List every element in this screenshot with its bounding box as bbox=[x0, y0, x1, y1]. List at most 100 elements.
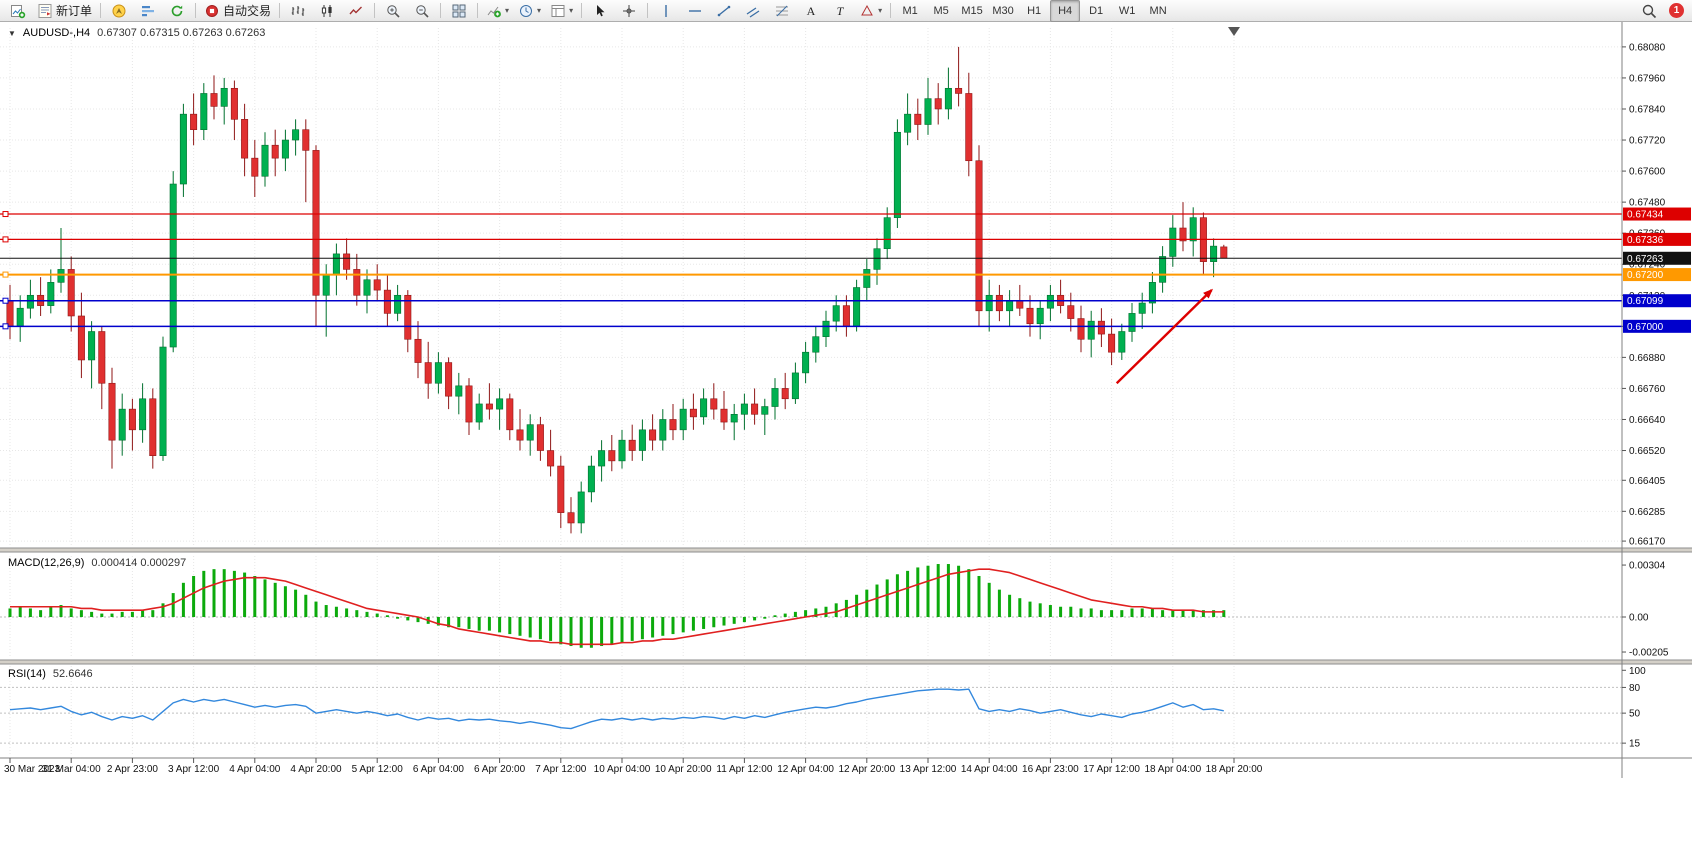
candlestick-chart-icon bbox=[321, 4, 332, 17]
shapes-button[interactable]: ▾ bbox=[855, 0, 886, 22]
label-icon: T bbox=[837, 4, 845, 18]
line-chart-button[interactable] bbox=[342, 0, 370, 22]
auto-trading-icon bbox=[206, 4, 219, 17]
timeframe-button-mn[interactable]: MN bbox=[1149, 4, 1167, 17]
svg-text:31 Mar 04:00: 31 Mar 04:00 bbox=[42, 764, 101, 775]
channel-button[interactable] bbox=[739, 0, 767, 22]
svg-text:30 Mar 2023: 30 Mar 2023 bbox=[4, 764, 61, 775]
arrow-annotation[interactable] bbox=[1115, 288, 1213, 385]
hlines-layer[interactable] bbox=[0, 211, 1622, 330]
rsi-value: 52.6646 bbox=[52, 668, 93, 680]
periods-button[interactable]: ▾ bbox=[514, 0, 545, 22]
tile-windows-button[interactable] bbox=[445, 0, 473, 22]
svg-text:0.67000: 0.67000 bbox=[1627, 322, 1664, 333]
timeframe-group: M1 M5 M15 M30 H1 H4 D1 W1 MN bbox=[895, 0, 1173, 22]
timeframe-button-m5[interactable]: M5 bbox=[933, 4, 949, 17]
chevron-down-icon: ▾ bbox=[537, 5, 542, 15]
new-chart-button[interactable] bbox=[4, 0, 32, 22]
timeframe-button-h4[interactable]: H4 bbox=[1050, 0, 1081, 22]
svg-text:0.67720: 0.67720 bbox=[1629, 136, 1666, 147]
svg-text:0.66760: 0.66760 bbox=[1629, 384, 1666, 395]
bar-chart-button[interactable] bbox=[284, 0, 312, 22]
zoom-out-button[interactable] bbox=[408, 0, 436, 22]
notification-badge[interactable]: 1 bbox=[1669, 3, 1684, 18]
crosshair-button[interactable] bbox=[615, 0, 643, 22]
chart-symbol-title: AUDUSD-,H4 bbox=[22, 27, 91, 39]
vertical-line-button[interactable] bbox=[652, 0, 680, 22]
svg-text:16 Apr 23:00: 16 Apr 23:00 bbox=[1022, 764, 1079, 775]
line-chart-icon bbox=[349, 6, 363, 14]
svg-text:18 Apr 04:00: 18 Apr 04:00 bbox=[1144, 764, 1201, 775]
zoom-out-icon bbox=[416, 4, 429, 18]
svg-text:13 Apr 12:00: 13 Apr 12:00 bbox=[900, 764, 957, 775]
toolbar-separator bbox=[374, 3, 376, 18]
panel-separators bbox=[0, 547, 1692, 665]
horizontal-line-icon bbox=[689, 9, 702, 12]
search-button[interactable] bbox=[1635, 0, 1663, 22]
svg-text:12 Apr 20:00: 12 Apr 20:00 bbox=[838, 764, 895, 775]
price-axis[interactable]: 0.68080 0.67960 0.67840 0.67720 0.67600 0.674… bbox=[1621, 22, 1669, 778]
indicators-icon bbox=[487, 6, 501, 17]
vertical-line-icon bbox=[665, 4, 667, 17]
text-tool-button[interactable]: A bbox=[797, 0, 825, 22]
svg-text:0.67263: 0.67263 bbox=[1627, 254, 1664, 265]
new-order-icon bbox=[38, 3, 52, 18]
chart-canvas[interactable]: 0.68080 0.67960 0.67840 0.67720 0.67600 0.674… bbox=[0, 22, 1692, 846]
cursor-icon bbox=[597, 4, 605, 16]
svg-text:4 Apr 20:00: 4 Apr 20:00 bbox=[290, 764, 342, 775]
timeframe-button-h1[interactable]: H1 bbox=[1027, 4, 1042, 17]
svg-text:7 Apr 12:00: 7 Apr 12:00 bbox=[535, 764, 587, 775]
cursor-button[interactable] bbox=[586, 0, 614, 22]
timeframe-button-m30[interactable]: M30 bbox=[992, 4, 1014, 17]
trendline-button[interactable] bbox=[710, 0, 738, 22]
toolbar-separator bbox=[890, 3, 892, 18]
auto-trading-label: 自动交易 bbox=[223, 4, 272, 18]
zoom-in-icon bbox=[387, 4, 400, 18]
tile-windows-icon bbox=[452, 4, 466, 17]
text-icon: A bbox=[807, 4, 816, 18]
templates-button[interactable]: ▾ bbox=[546, 0, 577, 22]
svg-text:0.68080: 0.68080 bbox=[1629, 42, 1666, 53]
svg-text:0.66170: 0.66170 bbox=[1629, 537, 1666, 548]
compass-button[interactable] bbox=[105, 0, 133, 22]
price-badges: 0.67434 0.67336 0.67200 0.67099 0.67000 0.672… bbox=[1623, 207, 1691, 333]
svg-text:A: A bbox=[807, 4, 816, 18]
svg-text:0.67336: 0.67336 bbox=[1627, 235, 1664, 246]
fibonacci-button[interactable] bbox=[768, 0, 796, 22]
timeframe-button-m1[interactable]: M1 bbox=[902, 4, 918, 17]
macd-header: MACD(12,26,9) 0.000414 0.000297 bbox=[8, 557, 186, 569]
new-order-button[interactable]: 新订单 bbox=[33, 0, 96, 22]
svg-text:0.66405: 0.66405 bbox=[1629, 476, 1666, 487]
svg-text:50: 50 bbox=[1629, 709, 1641, 720]
auto-trading-button[interactable]: 自动交易 bbox=[200, 0, 275, 22]
fibonacci-icon bbox=[776, 5, 789, 16]
zoom-in-button[interactable] bbox=[379, 0, 407, 22]
candlestick-chart-button[interactable] bbox=[313, 0, 341, 22]
timeframe-button-w1[interactable]: W1 bbox=[1118, 4, 1136, 17]
svg-text:0.67434: 0.67434 bbox=[1627, 210, 1664, 221]
market-depth-button[interactable] bbox=[134, 0, 162, 22]
label-tool-button[interactable]: T bbox=[826, 0, 854, 22]
svg-text:0.66285: 0.66285 bbox=[1629, 507, 1666, 518]
toolbar-right-group: 1 bbox=[1635, 0, 1688, 22]
svg-text:14 Apr 04:00: 14 Apr 04:00 bbox=[961, 764, 1018, 775]
timeframe-button-d1[interactable]: D1 bbox=[1089, 4, 1104, 17]
svg-text:0.67200: 0.67200 bbox=[1627, 270, 1664, 281]
macd-label: MACD(12,26,9) bbox=[8, 557, 85, 569]
refresh-button[interactable] bbox=[163, 0, 191, 22]
search-icon bbox=[1642, 4, 1657, 18]
bar-chart-icon bbox=[291, 5, 305, 16]
svg-text:6 Apr 20:00: 6 Apr 20:00 bbox=[474, 764, 526, 775]
indicators-button[interactable]: ▾ bbox=[482, 0, 513, 22]
toolbar-separator bbox=[440, 3, 442, 18]
horizontal-line-button[interactable] bbox=[681, 0, 709, 22]
candles-layer bbox=[6, 46, 1228, 534]
chart-shift-marker[interactable] bbox=[1228, 27, 1240, 36]
timeframe-button-m15[interactable]: M15 bbox=[961, 4, 983, 17]
notification-count: 1 bbox=[1673, 5, 1680, 16]
chart-collapse-icon[interactable]: ▼ bbox=[8, 28, 16, 38]
svg-text:6 Apr 04:00: 6 Apr 04:00 bbox=[413, 764, 465, 775]
toolbar-separator bbox=[195, 3, 197, 18]
svg-text:15: 15 bbox=[1629, 739, 1641, 750]
